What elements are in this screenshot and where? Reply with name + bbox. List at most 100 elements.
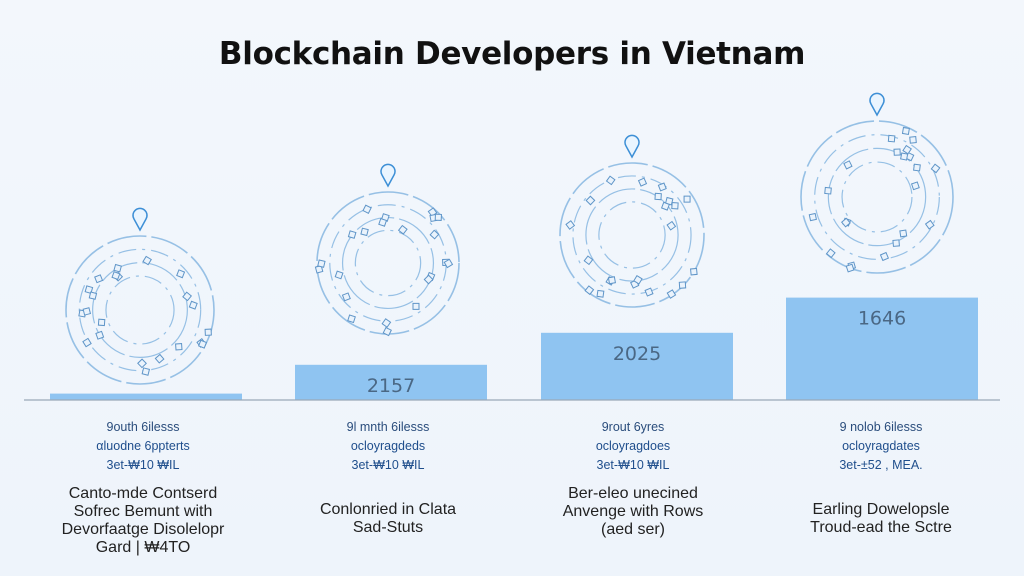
ring xyxy=(800,120,954,274)
ring-glyph xyxy=(887,134,896,143)
ring-glyph xyxy=(899,229,908,238)
ring xyxy=(572,175,692,295)
ring-glyph xyxy=(95,330,105,340)
ring-glyph xyxy=(666,289,677,299)
ring xyxy=(329,204,447,322)
column-info-3: 9rout 6yres ocloyragdoes 3et-₩10 ₩IL Ber… xyxy=(518,418,748,539)
ring-glyph xyxy=(317,259,326,268)
column-description: Earling Dowelopsle Troud-ead the Sctre xyxy=(766,501,996,537)
ring xyxy=(354,229,422,297)
bar-4 xyxy=(786,297,978,400)
ring xyxy=(841,161,913,233)
column-info-2: 9l mnth 6ilesss ocloyragdeds 3et-₩10 ₩IL… xyxy=(273,418,503,537)
ring-glyph xyxy=(879,251,890,262)
ring xyxy=(92,262,188,358)
ring xyxy=(78,248,202,372)
bar-2 xyxy=(295,364,487,400)
ring-glyph xyxy=(176,269,186,279)
ring-glyph xyxy=(347,230,357,239)
ring-glyph xyxy=(690,267,698,276)
ring-glyph xyxy=(362,204,372,214)
pin-icon xyxy=(624,134,640,159)
ring xyxy=(65,235,215,385)
desc-line: Earling Dowelopsle xyxy=(812,501,950,518)
desc-line: Sofrec Bemunt with xyxy=(73,503,213,520)
ring xyxy=(827,147,927,247)
ring-glyph xyxy=(429,229,440,240)
pin-icon xyxy=(132,207,148,232)
ring xyxy=(105,275,175,345)
ring xyxy=(559,162,705,308)
ring-glyph xyxy=(334,270,344,280)
pin-icon xyxy=(380,163,396,188)
pin-icon xyxy=(869,92,885,117)
ring-glyph xyxy=(845,263,855,273)
column-stat-1: 9l mnth 6ilesss xyxy=(346,420,430,434)
desc-line: Canto-mde Contserd xyxy=(68,485,218,502)
ring-glyph xyxy=(660,201,671,211)
ring-glyph xyxy=(671,202,679,210)
ring-glyph xyxy=(930,163,941,174)
ring-glyph xyxy=(82,337,92,348)
column-stat-2: ocloyragdates xyxy=(842,439,920,453)
ring-glyph xyxy=(683,195,691,203)
bar-value-label-2: 2157 xyxy=(367,375,415,397)
ring-glyph xyxy=(596,289,605,298)
ring xyxy=(316,191,460,335)
column-stat-1: 9outh 6ilesss xyxy=(106,420,180,434)
column-stat-3: 3et-±52 , MEA. xyxy=(839,458,923,472)
ring-glyph xyxy=(910,181,920,191)
ring-glyph xyxy=(583,255,594,266)
ring-glyph xyxy=(154,353,165,364)
ring-cluster-3 xyxy=(559,134,705,308)
column-stat-3: 3et-₩10 ₩IL xyxy=(351,458,425,472)
ring-glyph xyxy=(82,307,92,316)
column-stat-2: αluodne 6ppterts xyxy=(96,439,190,453)
ring-glyph xyxy=(585,195,596,206)
ring-glyph xyxy=(913,163,921,172)
desc-line: Sad-Stuts xyxy=(352,519,424,536)
ring-glyph xyxy=(900,152,909,161)
bar-value-label-3: 2025 xyxy=(613,343,661,365)
ring-glyph xyxy=(840,217,851,228)
desc-line: Anvenge with Rows xyxy=(562,503,704,520)
ring-glyph xyxy=(605,175,616,186)
column-stat-2: ocloyragdeds xyxy=(350,439,426,453)
ring-glyph xyxy=(434,213,442,221)
ring-glyph xyxy=(84,285,94,294)
ring-glyph xyxy=(644,287,654,297)
ring-glyph xyxy=(808,212,817,222)
desc-line: Troud-ead the Sctre xyxy=(810,519,952,536)
ring-glyph xyxy=(175,343,183,351)
bar-value-label-4: 1646 xyxy=(858,308,906,330)
ring-glyph xyxy=(678,281,687,289)
ring-glyph xyxy=(924,219,935,230)
ring-glyph xyxy=(607,276,616,285)
ring-glyph xyxy=(188,300,198,310)
column-description: Conlonried in Clata Sad-Stuts xyxy=(273,501,503,537)
ring-glyph xyxy=(88,291,98,300)
ring-glyph xyxy=(657,182,667,192)
ring-glyph xyxy=(666,220,677,231)
ring-glyph xyxy=(137,358,147,369)
column-stat-2: ocloyragdoes xyxy=(595,439,671,453)
ring-glyph xyxy=(378,217,388,227)
ring-glyph xyxy=(204,328,212,336)
ring-cluster-4 xyxy=(800,92,954,274)
ring-glyph xyxy=(142,255,152,266)
desc-line: (aed ser) xyxy=(600,521,666,538)
ring-glyph xyxy=(909,136,917,144)
ring-glyph xyxy=(347,314,356,324)
ring-glyph xyxy=(113,263,122,273)
column-description: Canto-mde Contserd Sofrec Bemunt with De… xyxy=(28,485,258,557)
column-stat-1: 9rout 6yres xyxy=(601,420,665,434)
ring-glyph xyxy=(341,292,351,302)
column-stat-1: 9 nolob 6ilesss xyxy=(839,420,923,434)
ring-glyph xyxy=(382,326,392,337)
column-description: Ber-eleo unecined Anvenge with Rows (aed… xyxy=(518,485,748,539)
ring-glyph xyxy=(97,318,106,327)
ring-glyph xyxy=(824,186,832,195)
column-info-4: 9 nolob 6ilesss ocloyragdates 3et-±52 , … xyxy=(766,418,996,537)
decorative-rings xyxy=(65,92,954,385)
bar-1 xyxy=(50,393,242,400)
